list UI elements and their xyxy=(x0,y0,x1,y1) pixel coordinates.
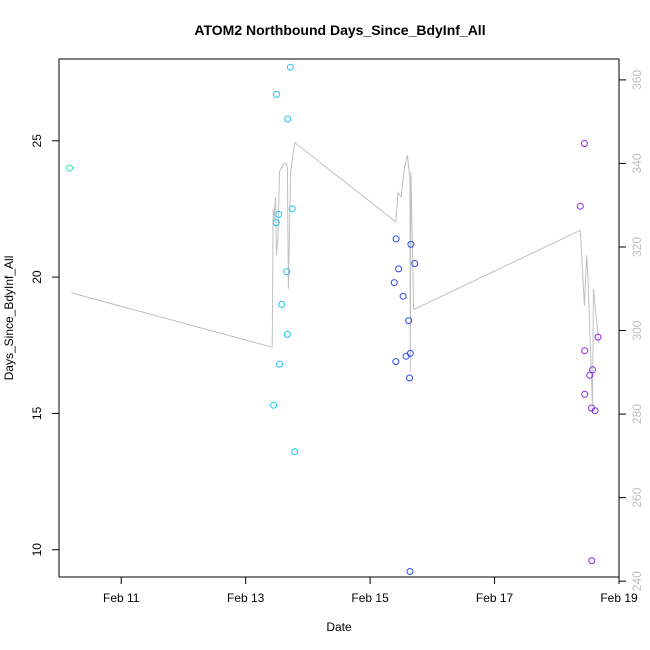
y-tick-label: 20 xyxy=(30,270,44,284)
plot-frame xyxy=(58,58,620,578)
x-tick-label: Feb 19 xyxy=(600,591,638,605)
data-point xyxy=(576,202,584,210)
data-point xyxy=(407,240,415,248)
y-tick-label: 25 xyxy=(30,134,44,148)
y-tick-label: 10 xyxy=(30,543,44,557)
secondary-line xyxy=(71,141,600,406)
y2-tick-label: 360 xyxy=(630,70,644,90)
x-axis-label: Date xyxy=(326,620,352,634)
data-point xyxy=(276,360,283,368)
data-point xyxy=(284,115,292,123)
data-point xyxy=(392,358,400,366)
data-point xyxy=(591,407,599,415)
data-point xyxy=(405,317,413,325)
data-point xyxy=(283,330,291,338)
data-point xyxy=(66,164,74,172)
x-tick-label: Feb 11 xyxy=(103,591,140,605)
y2-axis: 240 260 280 300 320 340 360 xyxy=(619,70,644,591)
data-point xyxy=(273,90,280,98)
secondary-line-layer xyxy=(71,141,600,406)
y2-tick-label: 280 xyxy=(630,404,644,424)
points-layer xyxy=(66,63,602,575)
data-point xyxy=(580,140,588,147)
y-axis-label: Days_Since_BdyInf_All xyxy=(2,256,16,381)
y2-tick-label: 320 xyxy=(630,237,644,257)
y2-tick-label: 260 xyxy=(630,487,644,507)
y2-tick-label: 300 xyxy=(630,320,644,340)
y2-tick-label: 340 xyxy=(630,153,644,173)
data-point xyxy=(278,300,286,308)
x-tick-label: Feb 15 xyxy=(351,591,389,605)
data-point xyxy=(275,210,283,218)
data-point xyxy=(589,366,596,374)
data-point xyxy=(286,63,294,71)
data-point xyxy=(581,390,589,398)
data-point xyxy=(291,448,299,456)
data-point xyxy=(581,347,589,355)
data-point xyxy=(406,374,414,382)
data-point xyxy=(406,349,414,357)
data-point xyxy=(390,279,398,287)
data-point xyxy=(270,401,278,409)
data-point xyxy=(272,219,280,227)
y-axis: 10 15 20 25 xyxy=(30,134,59,557)
y-tick-label: 15 xyxy=(30,406,44,420)
data-point xyxy=(411,260,419,267)
data-point xyxy=(283,268,291,276)
data-point xyxy=(395,265,403,273)
data-point xyxy=(586,371,594,379)
data-point xyxy=(392,235,400,243)
chart-title: ATOM2 Northbound Days_Since_BdyInf_All xyxy=(194,22,485,38)
x-axis: Feb 11 Feb 13 Feb 15 Feb 17 Feb 19 xyxy=(103,577,638,605)
x-tick-label: Feb 13 xyxy=(227,591,265,605)
y2-tick-label: 240 xyxy=(630,571,644,591)
data-point xyxy=(288,205,296,213)
x-tick-label: Feb 17 xyxy=(476,591,514,605)
data-point xyxy=(594,333,602,341)
data-point xyxy=(588,557,596,565)
data-point xyxy=(399,292,407,300)
data-point xyxy=(406,568,414,575)
